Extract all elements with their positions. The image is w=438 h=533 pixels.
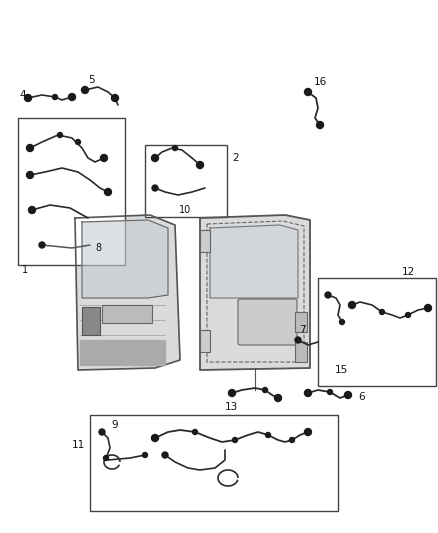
Circle shape <box>27 144 33 151</box>
Bar <box>200 230 210 252</box>
Circle shape <box>142 453 148 457</box>
Text: 6: 6 <box>358 392 364 402</box>
Circle shape <box>424 304 431 311</box>
Bar <box>102 305 152 323</box>
Circle shape <box>27 172 33 179</box>
Circle shape <box>25 94 32 101</box>
Circle shape <box>173 146 177 150</box>
Circle shape <box>295 337 301 343</box>
Bar <box>90 415 338 511</box>
Circle shape <box>339 319 345 325</box>
Bar <box>18 118 125 265</box>
Circle shape <box>105 189 112 196</box>
Circle shape <box>197 161 204 168</box>
Circle shape <box>304 88 311 95</box>
Text: 15: 15 <box>335 365 348 375</box>
Circle shape <box>192 430 198 434</box>
Circle shape <box>75 140 81 144</box>
Text: 4: 4 <box>19 90 26 100</box>
Circle shape <box>275 394 282 401</box>
Text: 12: 12 <box>402 267 415 277</box>
Circle shape <box>317 122 324 128</box>
Bar <box>82 307 100 335</box>
Circle shape <box>233 438 237 442</box>
Circle shape <box>406 312 410 318</box>
Bar <box>295 342 307 362</box>
Circle shape <box>328 390 332 394</box>
Text: 11: 11 <box>72 440 85 450</box>
Polygon shape <box>82 220 168 298</box>
Circle shape <box>152 155 159 161</box>
Bar <box>295 312 307 332</box>
Text: 10: 10 <box>179 205 191 215</box>
FancyBboxPatch shape <box>238 299 297 345</box>
Text: 16: 16 <box>313 77 327 87</box>
Bar <box>318 278 436 386</box>
Circle shape <box>379 310 385 314</box>
Text: 2: 2 <box>232 153 239 163</box>
Circle shape <box>103 456 109 461</box>
Circle shape <box>229 390 236 397</box>
Circle shape <box>100 155 107 161</box>
Circle shape <box>39 242 45 248</box>
Circle shape <box>265 432 271 438</box>
Circle shape <box>68 93 75 101</box>
Circle shape <box>152 434 159 441</box>
Text: 9: 9 <box>112 420 118 430</box>
Circle shape <box>304 429 311 435</box>
Text: 7: 7 <box>299 325 305 335</box>
Circle shape <box>99 429 105 435</box>
Circle shape <box>53 94 57 100</box>
Polygon shape <box>75 215 180 370</box>
Text: 5: 5 <box>88 75 95 85</box>
Polygon shape <box>200 215 310 370</box>
Circle shape <box>81 86 88 93</box>
Bar <box>145 145 227 217</box>
Text: 1: 1 <box>22 265 28 275</box>
Polygon shape <box>210 225 298 298</box>
Text: 8: 8 <box>95 243 101 253</box>
Circle shape <box>112 94 119 101</box>
Circle shape <box>304 390 311 397</box>
Circle shape <box>57 133 63 138</box>
Circle shape <box>152 185 158 191</box>
Polygon shape <box>80 340 165 365</box>
Circle shape <box>162 452 168 458</box>
Circle shape <box>262 387 268 392</box>
Circle shape <box>325 292 331 298</box>
Bar <box>200 330 210 352</box>
Circle shape <box>349 302 356 309</box>
Circle shape <box>28 206 35 214</box>
Circle shape <box>290 438 294 442</box>
Text: 13: 13 <box>225 402 238 412</box>
Circle shape <box>345 392 352 399</box>
